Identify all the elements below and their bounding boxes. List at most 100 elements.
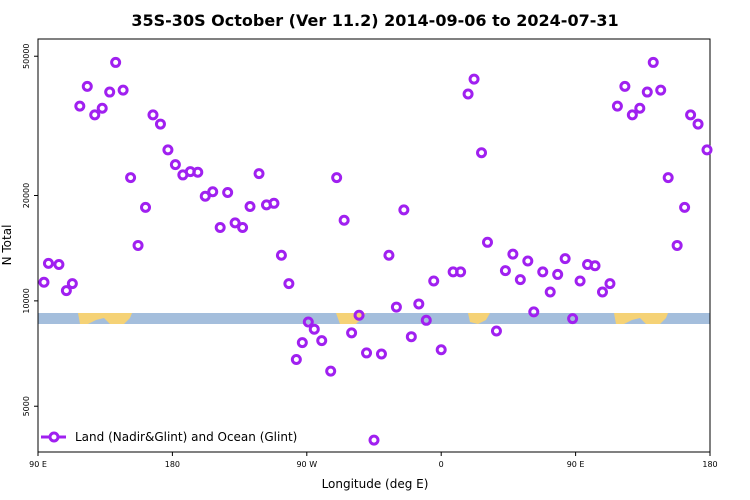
data-point xyxy=(671,239,683,251)
data-points xyxy=(38,56,713,446)
data-point xyxy=(420,314,432,326)
data-point xyxy=(462,88,474,100)
data-point xyxy=(544,286,556,298)
x-tick-label: 90 E xyxy=(567,460,585,469)
y-axis: 5000 10000 20000 50000 xyxy=(22,43,38,416)
plot-frame xyxy=(37,38,711,453)
legend-marker xyxy=(48,431,60,443)
data-point xyxy=(199,190,211,202)
data-point xyxy=(537,266,549,278)
data-point xyxy=(229,217,241,229)
data-point xyxy=(125,172,137,184)
x-axis: 90 E 180 90 W 0 90 E 180 xyxy=(29,452,718,469)
data-point xyxy=(405,331,417,343)
data-point xyxy=(331,172,343,184)
data-point xyxy=(604,278,616,290)
land-patch-australia xyxy=(78,313,132,324)
data-point xyxy=(338,214,350,226)
data-point xyxy=(214,222,226,234)
data-point xyxy=(283,278,295,290)
land-patch-south-america xyxy=(336,313,366,324)
data-point xyxy=(104,86,116,98)
data-point xyxy=(375,348,387,360)
chart-title: 35S-30S October (Ver 11.2) 2014-09-06 to… xyxy=(131,11,618,30)
data-point xyxy=(514,274,526,286)
land-patch-africa xyxy=(468,313,490,324)
data-point xyxy=(368,434,380,446)
data-point xyxy=(154,118,166,130)
data-point xyxy=(89,109,101,121)
data-point xyxy=(692,118,704,130)
data-point xyxy=(662,172,674,184)
data-point xyxy=(468,73,480,85)
data-point xyxy=(647,56,659,68)
land-patch-australia-repeat xyxy=(614,313,668,324)
data-point xyxy=(237,222,249,234)
x-axis-label: Longitude (deg E) xyxy=(322,477,429,491)
data-point xyxy=(140,201,152,213)
x-tick-label: 90 E xyxy=(29,460,47,469)
data-point xyxy=(589,260,601,272)
data-point xyxy=(490,325,502,337)
y-tick-label: 20000 xyxy=(22,183,31,208)
data-point xyxy=(634,102,646,114)
x-tick-label: 180 xyxy=(165,460,180,469)
data-point xyxy=(596,286,608,298)
data-point xyxy=(552,268,564,280)
data-point xyxy=(117,84,129,96)
data-point xyxy=(507,248,519,260)
ocean-band xyxy=(38,313,710,324)
data-point xyxy=(96,102,108,114)
data-point xyxy=(110,56,122,68)
data-point xyxy=(398,204,410,216)
data-point xyxy=(353,309,365,321)
y-tick-label: 5000 xyxy=(22,396,31,416)
data-point xyxy=(641,86,653,98)
legend-label: Land (Nadir&Glint) and Ocean (Glint) xyxy=(75,430,297,444)
data-point xyxy=(60,285,72,297)
data-point xyxy=(611,100,623,112)
data-point xyxy=(701,144,713,156)
data-point xyxy=(290,353,302,365)
legend: Land (Nadir&Glint) and Ocean (Glint) xyxy=(41,430,297,444)
data-point xyxy=(574,275,586,287)
data-point xyxy=(147,109,159,121)
data-point xyxy=(275,249,287,261)
data-point xyxy=(383,249,395,261)
data-point xyxy=(626,109,638,121)
data-point xyxy=(296,337,308,349)
x-tick-label: 90 W xyxy=(296,460,317,469)
data-point xyxy=(499,265,511,277)
data-point xyxy=(53,259,65,271)
data-point xyxy=(346,327,358,339)
data-point xyxy=(325,365,337,377)
data-point xyxy=(685,109,697,121)
data-point xyxy=(455,266,467,278)
data-point xyxy=(132,239,144,251)
data-point xyxy=(522,255,534,267)
map-strip xyxy=(38,313,710,324)
data-point xyxy=(244,201,256,213)
data-point xyxy=(567,313,579,325)
y-tick-label: 50000 xyxy=(22,43,31,68)
data-point xyxy=(74,100,86,112)
data-point xyxy=(316,335,328,347)
data-point xyxy=(679,201,691,213)
data-point xyxy=(413,298,425,310)
data-point xyxy=(559,253,571,265)
data-point xyxy=(428,275,440,287)
y-axis-label: N Total xyxy=(0,225,14,266)
data-point xyxy=(192,166,204,178)
x-tick-label: 0 xyxy=(439,460,444,469)
data-point xyxy=(619,80,631,92)
data-point xyxy=(38,276,50,288)
data-point xyxy=(207,186,219,198)
data-point xyxy=(390,301,402,313)
y-tick-label: 10000 xyxy=(22,288,31,313)
data-point xyxy=(655,84,667,96)
data-point xyxy=(222,186,234,198)
data-point xyxy=(162,144,174,156)
data-point xyxy=(81,80,93,92)
data-point xyxy=(308,323,320,335)
